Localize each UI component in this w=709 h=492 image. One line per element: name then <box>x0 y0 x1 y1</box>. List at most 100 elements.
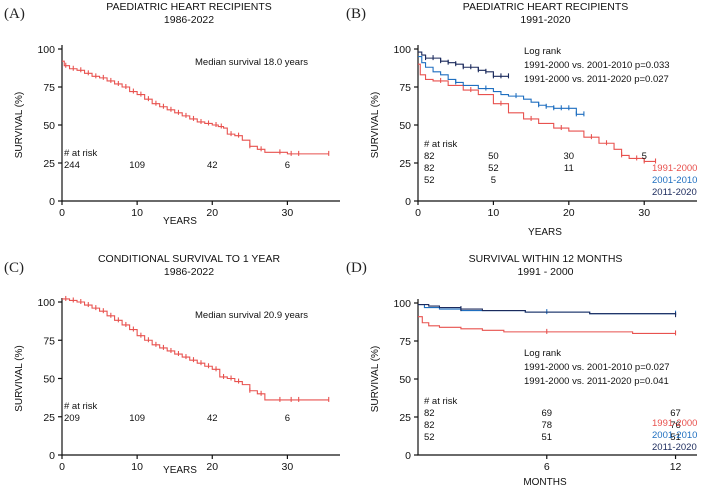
survival-curve-2011-2020 <box>418 51 509 77</box>
at-risk-value: 51 <box>541 432 552 443</box>
at-risk-value: 6 <box>285 160 290 171</box>
at-risk-value: 109 <box>129 160 145 171</box>
y-axis-label: SURVIVAL (%) <box>14 345 25 412</box>
at-risk-value: 76 <box>670 420 681 431</box>
y-tick-label: 50 <box>399 374 411 386</box>
y-tick-label: 25 <box>399 158 411 170</box>
y-tick-label: 100 <box>393 298 411 310</box>
y-tick-label: 75 <box>43 82 55 94</box>
chart-title-line: 1986-2022 <box>164 266 214 278</box>
x-tick-label: 10 <box>131 461 143 473</box>
panel-label: (C) <box>4 260 24 276</box>
at-risk-value: 244 <box>64 160 80 171</box>
panel-c: (C) CONDITIONAL SURVIVAL TO 1 YEAR1986-20… <box>4 253 340 476</box>
at-risk-value: 78 <box>541 420 552 431</box>
at-risk-value: 11 <box>564 163 574 174</box>
y-tick-label: 75 <box>43 335 55 347</box>
y-tick-label: 75 <box>399 336 411 348</box>
legend-entry: 1991-2000 <box>652 163 697 174</box>
axis-lines <box>61 298 340 456</box>
y-axis-label: SURVIVAL (%) <box>14 92 25 159</box>
survival-curve-2011-2020 <box>418 303 677 316</box>
annotation-text: Median survival 18.0 years <box>195 57 308 68</box>
y-tick-label: 0 <box>49 196 55 208</box>
at-risk-value: 82 <box>424 151 435 162</box>
x-axis-label: YEARS <box>163 216 197 227</box>
y-tick-label: 0 <box>405 450 411 462</box>
at-risk-value: 82 <box>424 163 435 174</box>
y-tick-label: 0 <box>49 450 55 462</box>
at-risk-header: # at risk <box>64 148 98 159</box>
log-rank-heading: Log rank <box>524 46 561 57</box>
at-risk-value: 109 <box>129 413 145 424</box>
at-risk-header: # at risk <box>64 401 98 412</box>
x-tick-label: 20 <box>206 461 218 473</box>
chart-title-line: 1991 - 2000 <box>517 266 573 278</box>
y-tick-label: 50 <box>43 374 55 386</box>
at-risk-value: 5 <box>491 175 496 186</box>
survival-curve-1986-2022 <box>62 60 329 155</box>
at-risk-header: # at risk <box>424 139 458 150</box>
x-tick-label: 6 <box>544 461 550 473</box>
at-risk-value: 69 <box>541 408 552 419</box>
survival-curve-1991-2000 <box>418 316 676 334</box>
y-axis-label: SURVIVAL (%) <box>370 92 381 159</box>
annotation-text: 1991-2000 vs. 2011-2020 p=0.041 <box>524 376 669 387</box>
panel-label: (D) <box>346 260 367 276</box>
legend-entry: 2011-2020 <box>652 442 697 453</box>
chart-title-line: 1986-2022 <box>164 14 214 26</box>
x-axis-label: YEARS <box>528 227 562 238</box>
annotation-text: 1991-2000 vs. 2011-2020 p=0.027 <box>524 74 669 85</box>
at-risk-value: 51 <box>670 432 681 443</box>
y-tick-label: 50 <box>43 120 55 132</box>
x-axis-label: MONTHS <box>523 477 567 488</box>
y-tick-label: 100 <box>37 297 55 309</box>
chart-title-line: PAEDIATRIC HEART RECIPIENTS <box>463 1 629 13</box>
panel-label: (B) <box>346 6 366 22</box>
survival-curve-1986-2022 <box>62 298 329 401</box>
chart-title-line: SURVIVAL WITHIN 12 MONTHS <box>469 253 623 265</box>
at-risk-value: 82 <box>424 408 435 419</box>
y-tick-label: 0 <box>405 196 411 208</box>
x-tick-label: 12 <box>670 461 682 473</box>
y-tick-label: 75 <box>399 82 411 94</box>
legend-entry: 1991-2000 <box>652 418 697 429</box>
panel-label: (A) <box>4 6 25 22</box>
y-axis-label: SURVIVAL (%) <box>370 346 381 413</box>
at-risk-value: 42 <box>207 413 218 424</box>
chart-title-line: 1991-2020 <box>520 14 570 26</box>
at-risk-value: 52 <box>488 163 499 174</box>
log-rank-heading: Log rank <box>524 348 561 359</box>
at-risk-value: 82 <box>424 420 435 431</box>
legend-entry: 2001-2010 <box>652 175 697 186</box>
y-tick-label: 25 <box>399 412 411 424</box>
annotation-text: 1991-2000 vs. 2001-2010 p=0.027 <box>524 362 670 373</box>
y-tick-label: 25 <box>43 412 55 424</box>
at-risk-value: 50 <box>488 151 499 162</box>
y-tick-label: 100 <box>393 44 411 56</box>
at-risk-value: 42 <box>207 160 218 171</box>
x-tick-label: 10 <box>131 207 143 219</box>
x-tick-label: 30 <box>282 461 294 473</box>
x-tick-label: 20 <box>563 207 575 219</box>
chart-title-line: CONDITIONAL SURVIVAL TO 1 YEAR <box>98 253 280 265</box>
annotation-text: Median survival 20.9 years <box>195 310 308 321</box>
chart-title-line: PAEDIATRIC HEART RECIPIENTS <box>106 1 272 13</box>
annotation-text: 1991-2000 vs. 2001-2010 p=0.033 <box>524 60 670 71</box>
x-tick-label: 0 <box>415 207 421 219</box>
y-tick-label: 50 <box>399 120 411 132</box>
y-tick-label: 25 <box>43 158 55 170</box>
x-tick-label: 30 <box>282 207 294 219</box>
at-risk-header: # at risk <box>424 396 458 407</box>
legend-entry: 2001-2010 <box>652 430 697 441</box>
survival-curve-2001-2010 <box>418 56 584 115</box>
x-tick-label: 30 <box>638 207 650 219</box>
at-risk-value: 52 <box>424 175 435 186</box>
at-risk-value: 52 <box>424 432 435 443</box>
x-tick-label: 10 <box>488 207 500 219</box>
x-axis-label: YEARS <box>163 465 197 476</box>
